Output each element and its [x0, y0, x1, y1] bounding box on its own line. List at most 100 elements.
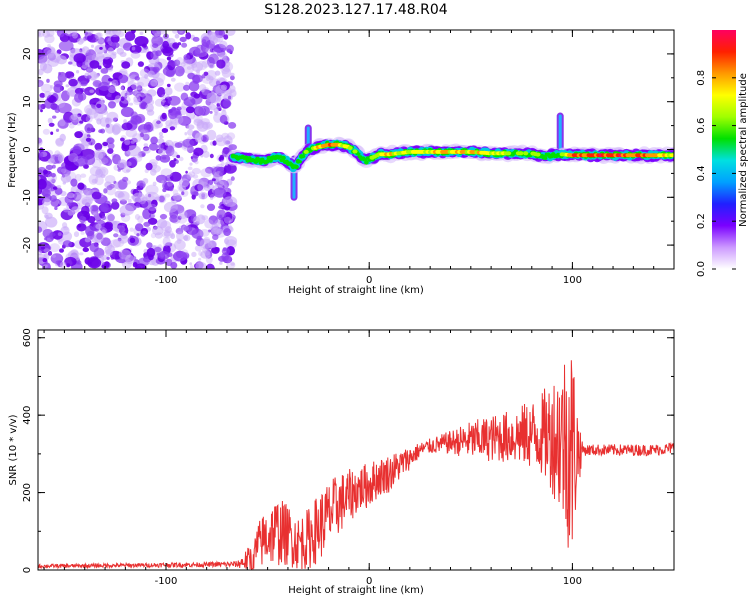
- noise-blob: [40, 83, 53, 93]
- noise-blob: [161, 112, 167, 120]
- noise-blob: [117, 159, 128, 169]
- noise-blob: [194, 132, 204, 143]
- noise-blob: [198, 192, 208, 200]
- noise-blob: [130, 51, 141, 59]
- noise-blob: [150, 79, 158, 87]
- ridge-mark: [300, 154, 306, 159]
- noise-blob: [174, 65, 185, 77]
- noise-blob: [120, 86, 124, 90]
- noise-blob: [43, 47, 56, 57]
- noise-blob: [172, 30, 178, 34]
- noise-blob: [176, 154, 181, 159]
- noise-blob: [143, 121, 154, 133]
- noise-blob: [93, 73, 98, 78]
- noise-blob: [224, 235, 238, 246]
- noise-blob: [188, 171, 196, 178]
- noise-blob: [206, 92, 220, 103]
- noise-blob: [42, 264, 48, 268]
- noise-blob: [167, 95, 181, 106]
- noise-blob: [202, 39, 207, 44]
- noise-blob: [68, 153, 79, 163]
- noise-blob: [183, 84, 190, 91]
- snr-y-tick-label: 0: [22, 567, 33, 573]
- noise-blob: [215, 84, 227, 96]
- noise-blob: [147, 217, 158, 225]
- noise-blob: [174, 142, 183, 149]
- noise-blob: [156, 120, 161, 125]
- noise-blob: [182, 138, 195, 148]
- noise-blob: [89, 242, 99, 253]
- noise-blob: [57, 154, 65, 163]
- noise-blob: [152, 225, 164, 236]
- noise-blob: [195, 261, 207, 269]
- noise-blob: [76, 70, 80, 74]
- noise-blob: [50, 104, 60, 111]
- noise-blob: [208, 53, 219, 65]
- colorbar-label: Normalized spectral amplitude: [738, 73, 749, 227]
- noise-blob: [152, 66, 160, 73]
- colorbar-tick-label: 0.0: [696, 261, 707, 277]
- noise-blob: [62, 240, 73, 248]
- noise-blob: [208, 215, 218, 225]
- noise-blob: [57, 71, 67, 83]
- noise-blob: [75, 173, 82, 182]
- colorbar-tick-label: 0.4: [696, 165, 707, 181]
- noise-blob: [130, 111, 138, 120]
- noise-blob: [150, 168, 157, 176]
- noise-blob: [102, 56, 114, 65]
- noise-blob: [139, 68, 151, 78]
- heatmap-y-tick-label: -20: [22, 237, 33, 253]
- noise-blob: [193, 118, 203, 127]
- noise-blob: [166, 180, 174, 187]
- noise-blob: [207, 229, 212, 233]
- noise-blob: [145, 162, 153, 171]
- noise-blob: [218, 30, 223, 36]
- noise-blob: [63, 111, 74, 123]
- noise-blob: [93, 110, 104, 122]
- noise-blob: [102, 52, 111, 60]
- heatmap-x-axis-label: Height of straight line (km): [288, 285, 424, 296]
- noise-blob: [194, 105, 205, 116]
- noise-blob: [63, 207, 70, 213]
- noise-blob: [131, 30, 136, 34]
- ridge-core: [669, 153, 674, 158]
- noise-blob: [200, 42, 210, 53]
- noise-blob: [192, 174, 199, 179]
- noise-blob: [104, 221, 113, 230]
- noise-blob: [47, 44, 51, 48]
- noise-blob: [156, 218, 168, 229]
- noise-blob: [154, 32, 160, 38]
- noise-blob: [169, 160, 176, 168]
- noise-blob: [114, 225, 126, 234]
- noise-blob: [127, 198, 132, 203]
- noise-blob: [121, 143, 130, 152]
- noise-blob: [121, 122, 133, 131]
- noise-blob: [51, 178, 56, 183]
- noise-blob: [46, 30, 55, 37]
- noise-blob: [111, 91, 121, 100]
- noise-blob: [200, 204, 205, 209]
- noise-blob: [133, 98, 142, 106]
- noise-blob: [111, 41, 120, 49]
- snr-y-axis-label: SNR (10 * v/v): [8, 414, 19, 485]
- noise-blob: [131, 82, 141, 91]
- noise-blob: [38, 137, 42, 144]
- ridge-mark: [297, 160, 303, 164]
- noise-blob: [138, 129, 150, 140]
- heatmap-x-tick-label: -100: [155, 275, 178, 286]
- noise-blob: [111, 198, 118, 203]
- noise-blob: [157, 143, 164, 150]
- noise-blob: [214, 70, 221, 76]
- noise-blob: [222, 99, 232, 108]
- noise-blob: [170, 77, 176, 82]
- noise-blob: [206, 129, 217, 141]
- noise-blob: [51, 254, 56, 258]
- noise-blob: [113, 233, 119, 238]
- noise-blob: [156, 87, 166, 98]
- noise-blob: [220, 162, 225, 166]
- ridge-core: [303, 149, 309, 154]
- noise-blob: [152, 181, 157, 186]
- noise-blob: [219, 154, 225, 161]
- noise-blob: [210, 197, 214, 200]
- noise-blob: [171, 151, 178, 158]
